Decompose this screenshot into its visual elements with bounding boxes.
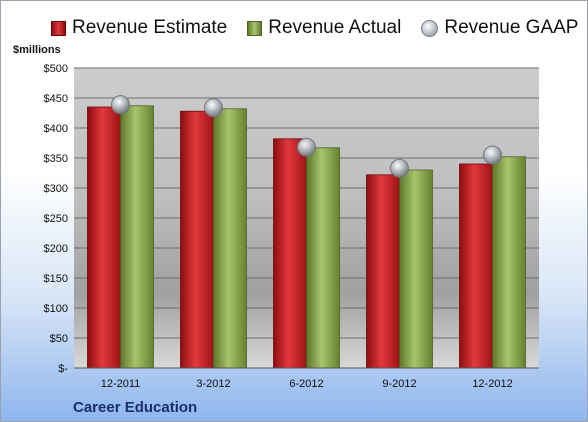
y-tick-label: $200 bbox=[44, 243, 68, 255]
legend-item-revenue-gaap: Revenue GAAP bbox=[421, 17, 578, 39]
marker-revenue-gaap bbox=[111, 95, 130, 115]
bar-revenue-actual bbox=[492, 156, 526, 369]
y-tick-label: $50 bbox=[50, 333, 68, 345]
x-tick-label: 9-2012 bbox=[382, 378, 416, 390]
x-tick-label: 12-2012 bbox=[472, 378, 512, 390]
bar-revenue-estimate bbox=[366, 174, 400, 369]
y-tick-label: $350 bbox=[44, 153, 68, 165]
x-tick-label: 3-2012 bbox=[196, 378, 230, 390]
bars bbox=[87, 105, 526, 369]
x-axis-ticks: 12-2011 3-2012 6-2012 9-2012 12-2012 bbox=[101, 378, 513, 390]
legend-swatch-revenue-gaap bbox=[421, 19, 439, 37]
company-name: Career Education bbox=[73, 399, 198, 416]
y-tick-label: $500 bbox=[44, 63, 68, 75]
marker-revenue-gaap bbox=[297, 137, 316, 157]
legend: Revenue Estimate Revenue Actual Revenue … bbox=[51, 17, 578, 39]
legend-label-revenue-actual: Revenue Actual bbox=[268, 17, 402, 38]
legend-label-revenue-estimate: Revenue Estimate bbox=[72, 17, 228, 38]
y-tick-label: $150 bbox=[44, 273, 68, 285]
bar-revenue-actual bbox=[306, 147, 340, 369]
x-tick-label: 6-2012 bbox=[289, 378, 323, 390]
y-tick-label: $250 bbox=[44, 213, 68, 225]
bar-revenue-actual bbox=[213, 108, 247, 369]
y-axis-ticks: $- $50 $100 $150 $200 $250 $300 $350 $400 $450 $50… bbox=[44, 63, 69, 375]
legend-item-revenue-actual: Revenue Actual bbox=[247, 17, 401, 39]
y-tick-label: $400 bbox=[44, 123, 68, 135]
bar-revenue-estimate bbox=[180, 110, 214, 369]
y-tick-label: $- bbox=[58, 363, 68, 375]
legend-swatch-revenue-actual bbox=[247, 20, 263, 36]
bar-revenue-estimate bbox=[273, 138, 307, 369]
legend-label-revenue-gaap: Revenue GAAP bbox=[444, 17, 579, 38]
bar-revenue-actual bbox=[120, 105, 154, 369]
bar-revenue-actual bbox=[399, 169, 433, 369]
marker-revenue-gaap bbox=[483, 145, 502, 165]
y-axis-label: $millions bbox=[13, 44, 61, 56]
y-tick-label: $300 bbox=[44, 183, 68, 195]
y-tick-label: $100 bbox=[44, 303, 68, 315]
y-tick-label: $450 bbox=[44, 93, 68, 105]
x-tick-label: 12-2011 bbox=[101, 378, 141, 390]
bar-revenue-estimate bbox=[87, 106, 121, 369]
gaap-markers bbox=[111, 95, 502, 178]
marker-revenue-gaap bbox=[390, 158, 409, 178]
legend-swatch-revenue-estimate bbox=[51, 20, 66, 36]
bar-revenue-estimate bbox=[459, 163, 493, 369]
marker-revenue-gaap bbox=[204, 98, 223, 118]
legend-item-revenue-estimate: Revenue Estimate bbox=[51, 17, 227, 39]
